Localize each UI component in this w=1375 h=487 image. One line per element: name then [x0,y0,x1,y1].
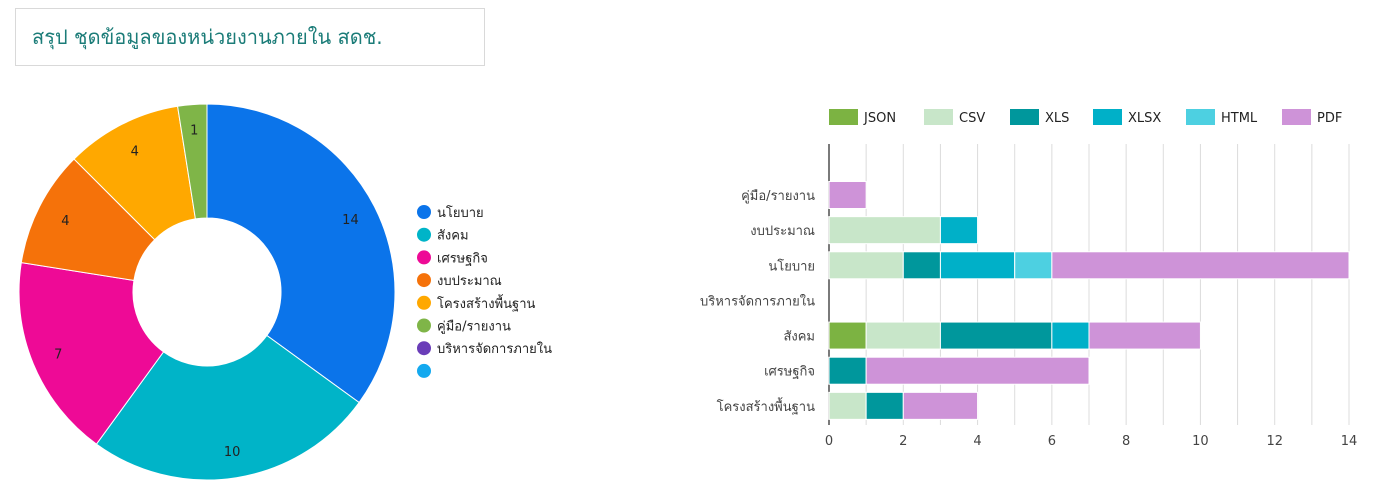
donut-slice-label: 1 [190,124,198,139]
bar-segment [939,321,1053,350]
donut-slice-label: 10 [224,445,241,460]
bar-segment [828,391,867,420]
bar-legend-label: XLS [1045,111,1069,126]
bar-legend-label: PDF [1317,111,1342,126]
category-label: บริหารจัดการภายใน [700,293,815,309]
bar-segment [865,356,1090,385]
donut-slice-label: 7 [54,348,62,363]
x-tick-label: 4 [973,434,981,449]
bar-segment [939,251,1016,280]
category-label: งบประมาณ [750,224,815,239]
bar-legend-swatch [1186,109,1215,125]
legend-dot [417,318,431,333]
bar-legend: JSON CSV XLS XLSX HTML PDF [829,109,1342,126]
bar-segment [828,216,941,245]
bar-legend-label: XLSX [1128,111,1161,126]
bar-segment [1014,251,1053,280]
bar-legend-label: HTML [1221,111,1258,126]
donut-legend-label: โครงสร้างพื้นฐาน [437,294,536,312]
legend-dot [417,363,431,378]
bar-segment [865,321,941,350]
bar-segment [902,251,941,280]
bar-legend-swatch [1093,109,1122,125]
bar-segment [865,391,904,420]
legend-dot [417,250,431,265]
donut-slice-6 [177,103,208,220]
legend-dot [417,295,431,310]
legend-dot [417,341,431,356]
bar-segment [939,216,979,245]
donut-slice-label: 4 [61,214,69,229]
legend-dot [417,205,431,219]
bar-segment [902,391,979,420]
donut-slice-label: 14 [342,213,359,228]
bar-segment [828,181,867,209]
stacked-bar-chart: คู่มือ/รายงานงบประมาณนโยบายบริหารจัดการภ… [700,181,1350,420]
x-tick-label: 12 [1266,434,1283,449]
category-label: เศรษฐกิจ [764,365,815,380]
bar-legend-label: CSV [959,111,985,126]
category-label: โครงสร้างพื้นฐาน [717,397,816,415]
donut-slice-1 [206,103,396,404]
x-tick-label: 6 [1048,434,1056,449]
donut-slice-label: 4 [131,144,139,159]
page-title: สรุป ชุดข้อมูลของหน่วยงานภายใน สดช. [32,25,383,49]
x-tick-label: 0 [825,434,833,449]
donut-legend-label: งบประมาณ [437,274,502,289]
x-tick-label: 2 [899,434,907,449]
legend-dot [417,273,431,288]
bar-segment [1051,251,1350,280]
donut-slice-2 [95,334,360,481]
x-tick-label: 8 [1122,434,1130,449]
bar-legend-swatch [1282,109,1311,125]
donut-legend-label: บริหารจัดการภายใน [437,341,552,357]
category-label: สังคม [783,330,815,345]
x-tick-label: 10 [1192,434,1209,449]
donut-legend: นโยบายสังคมเศรษฐกิจงบประมาณโครงสร้างพื้น… [417,205,552,378]
donut-legend-label: สังคม [437,229,469,244]
bar-legend-label: JSON [863,111,896,126]
bar-legend-swatch [924,109,953,125]
bar-legend-swatch [829,109,858,125]
x-tick-label: 14 [1341,434,1358,449]
bar-segment [1051,321,1090,350]
category-label: นโยบาย [768,258,815,274]
legend-dot [417,227,431,242]
donut-slice-3 [18,262,165,445]
donut-chart: 14 10 7 4 4 1 [18,103,396,481]
donut-legend-label: นโยบาย [437,205,484,221]
category-label: คู่มือ/รายงาน [741,188,815,204]
donut-legend-label: เศรษฐกิจ [437,251,488,266]
bar-legend-swatch [1010,109,1039,125]
bar-segment [828,356,867,385]
bar-segment [1088,321,1201,350]
donut-legend-label: คู่มือ/รายงาน [437,319,511,335]
bar-segment [828,251,904,280]
page-title-box: สรุป ชุดข้อมูลของหน่วยงานภายใน สดช. [15,8,485,66]
bar-segment [828,321,867,350]
bar-axis: 0 2 4 6 8 10 12 14 [825,434,1357,449]
